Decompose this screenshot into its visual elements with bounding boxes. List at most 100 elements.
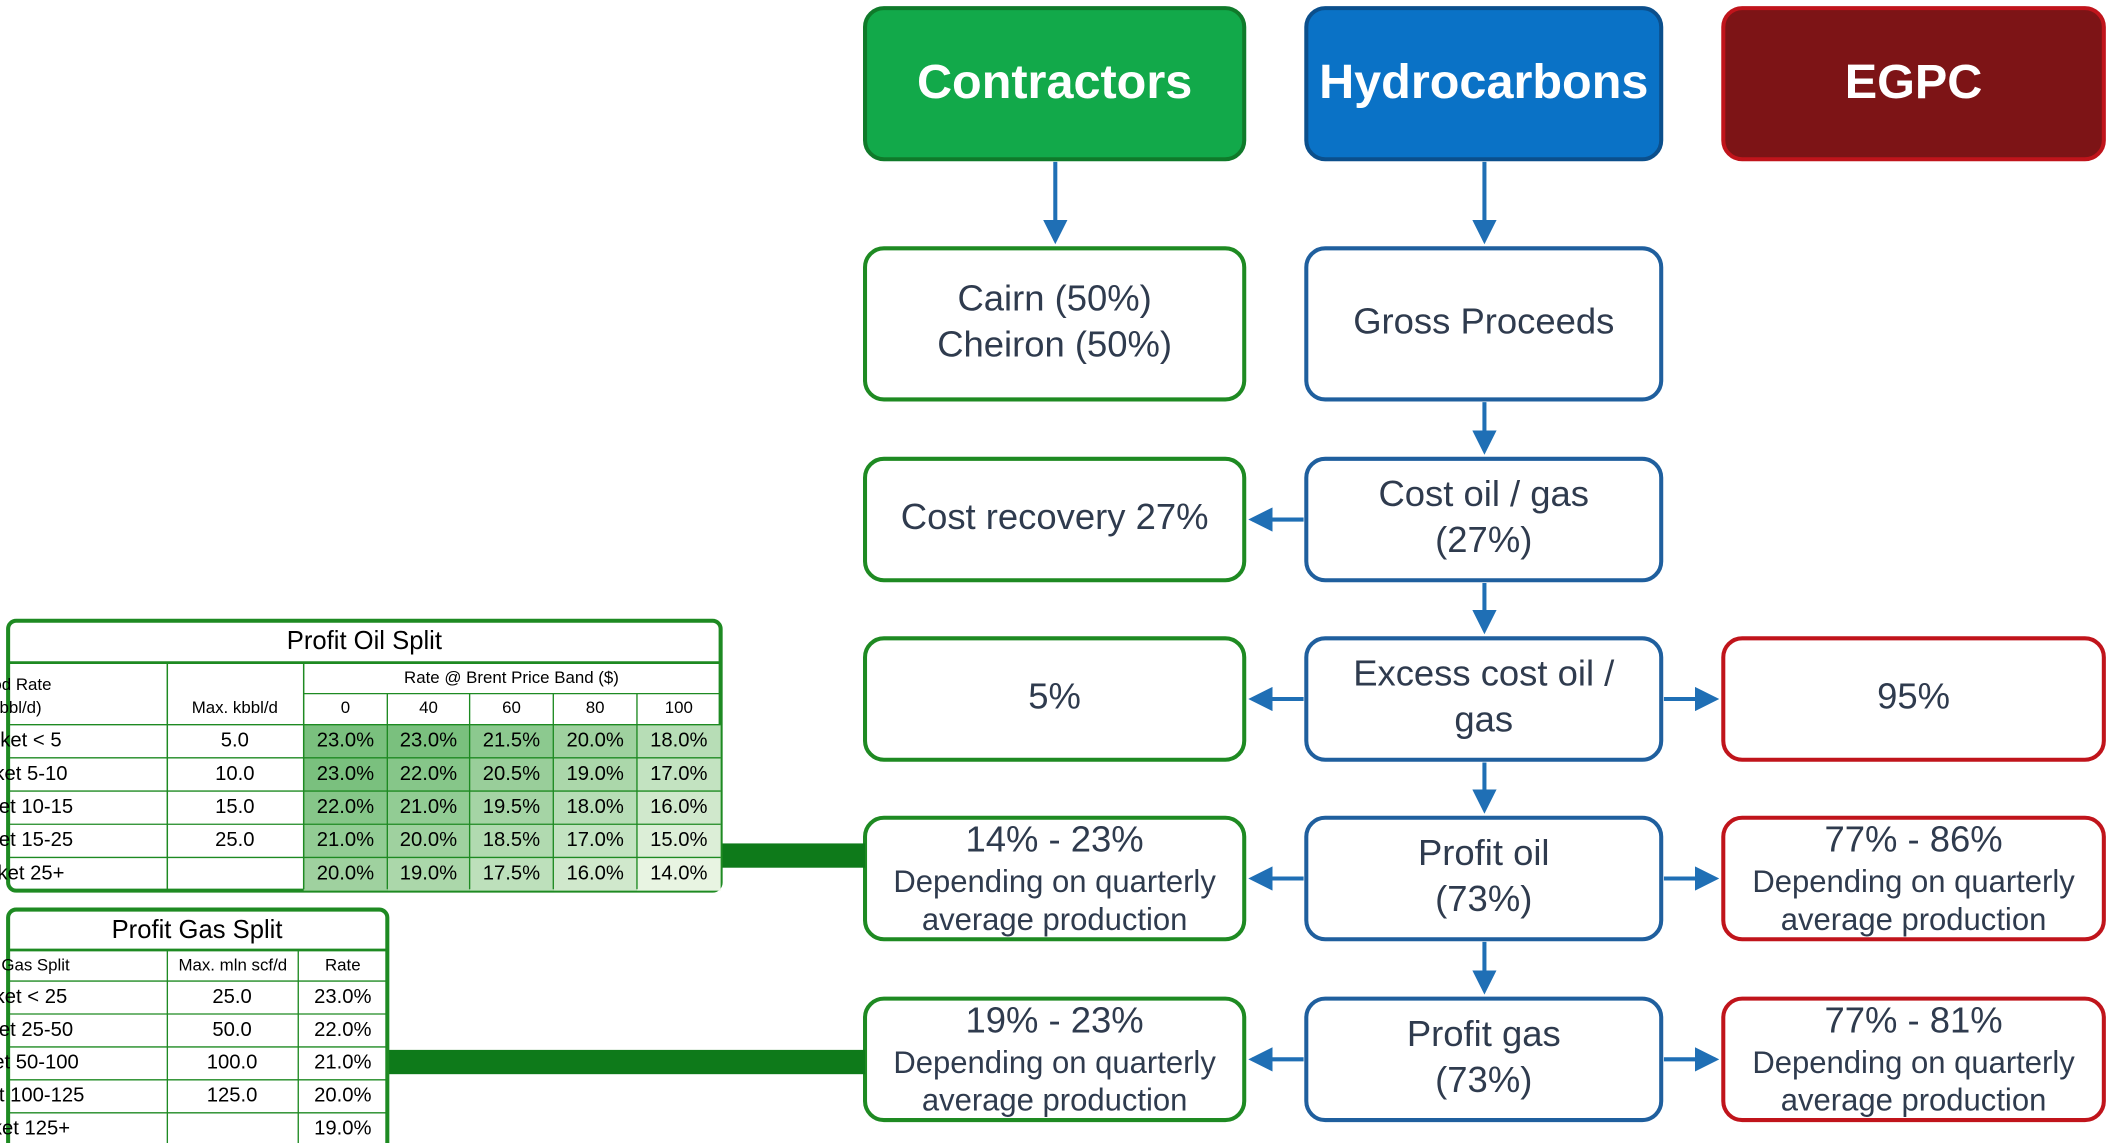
rate-cell <box>553 757 637 792</box>
flow-box <box>863 246 1247 402</box>
box-text: average production <box>922 902 1188 937</box>
rate-cell <box>303 791 388 825</box>
table-text: 18.0% <box>650 730 707 752</box>
rate-cell <box>387 724 470 758</box>
rate-cell <box>469 824 554 858</box>
table-text: Bucket 15-25 <box>0 829 73 851</box>
box-text: Depending on quarterly <box>893 1045 1216 1080</box>
box-text: (73%) <box>1435 1059 1532 1100</box>
table-text: 17.5% <box>483 862 540 884</box>
flow-box <box>863 815 1247 942</box>
table-text: 19.0% <box>314 1118 371 1140</box>
table-text: 22.0% <box>314 1019 371 1041</box>
table-text: 19.0% <box>400 862 457 884</box>
table-text: 20.0% <box>314 1085 371 1107</box>
box-text: Cairn (50%) <box>957 278 1151 319</box>
box-text: (73%) <box>1435 878 1532 919</box>
table-text: 21.0% <box>317 829 374 851</box>
box-text: Depending on quarterly <box>1752 1045 2075 1080</box>
rate-cell <box>553 857 637 891</box>
table-text: Bucket < 25 <box>0 986 67 1008</box>
table-text: Profit Gas Split <box>0 956 70 975</box>
header-label: EGPC <box>1845 55 1983 109</box>
box-text: Cost oil / gas <box>1378 473 1589 514</box>
table-text: 40 <box>419 698 438 717</box>
rate-cell <box>553 724 637 758</box>
box-text: average production <box>1781 1083 2047 1118</box>
table-text: Bucket 50-100 <box>0 1052 79 1074</box>
rate-cell <box>469 757 554 792</box>
rate-cell <box>636 824 721 858</box>
table-text: 25.0 <box>212 986 251 1008</box>
flow-box <box>1304 246 1664 402</box>
box-text: Excess cost oil / <box>1353 653 1615 694</box>
box-text: gas <box>1454 699 1513 740</box>
table-text: (kbbl/d) <box>0 698 42 717</box>
header-box <box>1304 6 1664 162</box>
table-text: Rate @ Brent Price Band ($) <box>404 668 619 687</box>
table-text: 22.0% <box>400 763 457 785</box>
table-text: 16.0% <box>566 862 623 884</box>
table-text: 21.5% <box>483 730 540 752</box>
table-text: 17.0% <box>650 763 707 785</box>
table-text: 60 <box>502 698 521 717</box>
flow-box <box>1304 636 1664 762</box>
flow-box <box>1721 636 2106 762</box>
rate-cell <box>387 824 470 858</box>
table-text: 23.0% <box>317 763 374 785</box>
table-text: Bucket < 5 <box>0 730 62 752</box>
box-text: 14% - 23% <box>966 819 1144 860</box>
box-text: 77% - 86% <box>1824 819 2002 860</box>
connector <box>387 1049 866 1075</box>
table-text: Profit Gas Split <box>112 916 283 944</box>
table-text: 10.0 <box>215 763 254 785</box>
box-text: 19% - 23% <box>966 1000 1144 1041</box>
flow-box <box>863 636 1247 762</box>
rate-cell <box>636 724 721 758</box>
rate-cell <box>303 824 388 858</box>
table-text: 100 <box>665 698 693 717</box>
rate-cell <box>636 791 721 825</box>
table-text: Bucket 125+ <box>0 1118 70 1140</box>
table-text: 18.0% <box>566 796 623 818</box>
table-text: 0 <box>341 698 350 717</box>
table-text: 20.0% <box>400 829 457 851</box>
table-frame <box>6 907 390 1143</box>
rate-cell <box>387 791 470 825</box>
box-text: Depending on quarterly <box>1752 864 2075 899</box>
table-text: 21.0% <box>314 1052 371 1074</box>
table-text: Bucket 10-15 <box>0 796 73 818</box>
table-text: 23.0% <box>314 986 371 1008</box>
table-text: Bucket 5-10 <box>0 763 68 785</box>
table-text: 23.0% <box>400 730 457 752</box>
table-text: Rate <box>325 956 361 975</box>
header-label: Contractors <box>917 55 1192 109</box>
box-text: Cost recovery 27% <box>901 496 1209 537</box>
header-box <box>1721 6 2106 162</box>
rate-cell <box>387 857 470 891</box>
connector <box>720 843 866 868</box>
flow-box <box>1304 456 1664 583</box>
table-text: 20.5% <box>483 763 540 785</box>
table-text: 16.0% <box>650 796 707 818</box>
table-text: 15.0% <box>650 829 707 851</box>
rate-cell <box>303 724 388 758</box>
table-text: 18.5% <box>483 829 540 851</box>
rate-cell <box>553 791 637 825</box>
table-text: 5.0 <box>221 730 249 752</box>
table-text: 125.0 <box>207 1085 258 1107</box>
table-text: 14.0% <box>650 862 707 884</box>
rate-cell <box>636 757 721 792</box>
header-label: Hydrocarbons <box>1319 55 1648 109</box>
box-text: 5% <box>1028 676 1081 717</box>
table-text: 22.0% <box>317 796 374 818</box>
table-text: 19.0% <box>566 763 623 785</box>
table-text: 21.0% <box>400 796 457 818</box>
flow-box <box>863 456 1247 583</box>
table-text: 15.0 <box>215 796 254 818</box>
box-text: Gross Proceeds <box>1353 300 1614 341</box>
table-text: 17.0% <box>566 829 623 851</box>
rate-cell <box>387 757 470 792</box>
